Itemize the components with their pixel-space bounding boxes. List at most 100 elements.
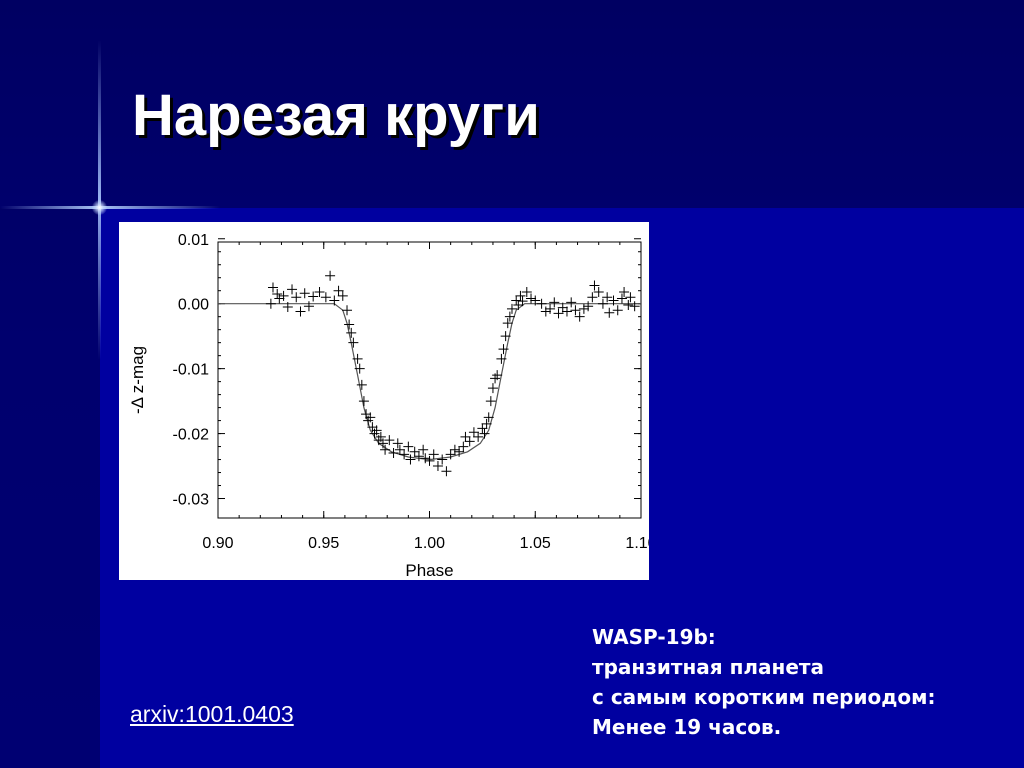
data-point-marker <box>515 290 526 301</box>
data-point-marker <box>287 284 298 295</box>
y-tick-label: 0.01 <box>178 232 209 249</box>
data-point-marker <box>420 453 431 464</box>
data-point-marker <box>424 455 435 466</box>
data-point-marker <box>464 436 475 447</box>
data-point-marker <box>557 302 568 313</box>
x-tick-label: 1.05 <box>520 535 551 552</box>
data-point-marker <box>479 428 490 439</box>
data-point-marker <box>329 295 340 306</box>
data-point-marker <box>299 288 310 299</box>
data-point-marker <box>566 297 577 308</box>
data-point-marker <box>441 466 452 477</box>
data-point-marker <box>583 301 594 312</box>
planet-caption: WASP-19b: транзитная планета с самым кор… <box>592 622 935 742</box>
data-point-marker <box>437 454 448 465</box>
arxiv-reference-link[interactable]: arxiv:1001.0403 <box>130 701 294 727</box>
data-point-marker <box>291 292 302 303</box>
data-point-marker <box>413 451 424 462</box>
y-tick-label: -0.02 <box>173 427 210 444</box>
x-tick-label: 1.10 <box>625 535 649 552</box>
data-point-marker <box>612 305 623 316</box>
data-point-marker <box>504 311 515 322</box>
data-point-marker <box>500 331 511 342</box>
data-point-marker <box>405 454 416 465</box>
data-point-marker <box>295 306 306 317</box>
data-point-marker <box>506 303 517 314</box>
data-point-marker <box>561 306 572 317</box>
data-point-marker <box>574 311 585 322</box>
data-point-marker <box>487 383 498 394</box>
data-point-marker <box>418 444 429 455</box>
data-point-marker <box>545 303 556 314</box>
data-point-marker <box>570 305 581 316</box>
data-point-marker <box>274 293 285 304</box>
data-point-marker <box>597 298 608 309</box>
data-point-marker <box>553 308 564 319</box>
x-tick-label: 1.00 <box>414 535 445 552</box>
data-point-marker <box>517 296 528 307</box>
data-point-marker <box>399 449 410 460</box>
decorative-sparkle-horizontal <box>0 206 220 209</box>
data-point-marker <box>549 297 560 308</box>
data-point-marker <box>445 449 456 460</box>
data-point-marker <box>513 299 524 310</box>
data-point-marker <box>320 292 331 303</box>
x-axis-label: Phase <box>405 561 453 580</box>
data-point-marker <box>392 438 403 449</box>
data-point-marker <box>540 306 551 317</box>
data-point-marker <box>602 292 613 303</box>
data-point-marker <box>485 396 496 407</box>
data-point-marker <box>278 290 289 301</box>
background-top-band <box>0 0 1024 208</box>
data-point-marker <box>380 444 391 455</box>
y-axis-label: -Δ z-mag <box>128 346 147 414</box>
data-point-marker <box>308 291 319 302</box>
data-point-marker <box>354 363 365 374</box>
data-point-marker <box>409 446 420 457</box>
data-point-marker <box>492 370 503 381</box>
data-point-marker <box>371 425 382 436</box>
data-point-marker <box>337 290 348 301</box>
data-point-marker <box>342 305 353 316</box>
data-point-marker <box>394 444 405 455</box>
caption-line-period-value: Менее 19 часов. <box>592 715 782 739</box>
data-point-marker <box>589 280 600 291</box>
data-point-marker <box>348 337 359 348</box>
data-point-marker <box>375 431 386 442</box>
data-point-marker <box>502 318 513 329</box>
data-point-marker <box>477 423 488 434</box>
data-point-marker <box>473 431 484 442</box>
data-point-marker <box>587 292 598 303</box>
data-point-marker <box>496 353 507 364</box>
data-point-marker <box>388 448 399 459</box>
data-point-marker <box>352 353 363 364</box>
data-point-marker <box>593 287 604 298</box>
x-tick-label: 0.95 <box>308 535 339 552</box>
light-curve-chart: 0.90 0.95 1.00 1.05 1.10 0.01 0.00 -0.01 -0.02 -0… <box>119 222 649 580</box>
data-point-marker <box>458 441 469 452</box>
data-point-marker <box>625 292 636 303</box>
data-point-marker <box>530 295 541 306</box>
chart-canvas: 0.90 0.95 1.00 1.05 1.10 0.01 0.00 -0.01 -0.02 -0… <box>128 232 649 580</box>
y-tick-label: -0.03 <box>173 492 210 509</box>
model-fit-curve <box>218 303 641 461</box>
caption-line-period-intro: с самым коротким периодом: <box>592 685 936 709</box>
data-point-marker <box>432 461 443 472</box>
data-point-marker <box>365 412 376 423</box>
data-point-marker <box>511 295 522 306</box>
data-point-marker <box>377 438 388 449</box>
data-point-marker <box>346 327 357 338</box>
data-point-marker <box>428 449 439 460</box>
decorative-sparkle-star <box>92 200 107 215</box>
data-point-marker <box>629 301 640 312</box>
data-point-marker <box>344 319 355 330</box>
data-point-marker <box>333 285 344 296</box>
data-point-marker <box>468 427 479 438</box>
data-point-marker <box>616 293 627 304</box>
y-tick-label: -0.01 <box>173 362 210 379</box>
data-point-marker <box>483 412 494 423</box>
data-point-marker <box>449 444 460 455</box>
data-point-marker <box>498 344 509 355</box>
data-point-marker <box>481 418 492 429</box>
data-point-marker <box>384 435 395 446</box>
